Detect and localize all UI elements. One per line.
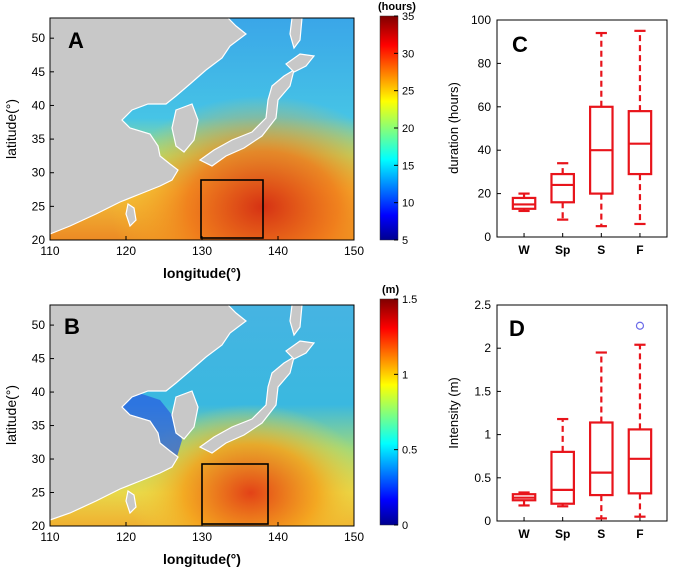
boxplot-d-xtick-label: Sp [555,527,570,541]
map-b-xtick-label: 120 [116,530,136,544]
map-b-ylabel: latitude(°) [3,385,19,445]
boxplot-c-xtick-label: W [518,243,530,257]
map-b-land-continent [49,304,247,521]
boxplot-c-xtick-label: F [636,243,643,257]
map-b-ytick-label: 30 [32,452,46,466]
boxplot-d-ytick-label: 2 [484,341,491,355]
colorbar-b-tick-label: 1.5 [402,294,417,306]
boxplot-d-ytick-label: 0.5 [474,471,491,485]
map-b-ytick-label: 40 [32,385,46,399]
map-a-ytick-label: 35 [32,132,46,146]
panel-a: 110 120 130 140 150 20 25 30 35 40 45 50 A longitud… [3,1,416,281]
boxplot-d-box [589,421,614,497]
colorbar-b-ticks: 0 0.5 1 1.5 [394,294,417,532]
colorbar-a-label: (hours) [378,1,416,13]
map-b-ytick-label: 35 [32,419,46,433]
colorbar-b-tick-label: 0.5 [402,445,417,457]
colorbar-a-tick-label: 15 [402,160,414,172]
map-b-ytick-label: 50 [32,318,46,332]
map-b-land-korea [171,390,199,440]
colorbar-a-ticks: 5 10 15 20 25 30 35 [394,11,414,247]
map-a-ytick-label: 20 [32,233,46,247]
map-a-xtick-label: 150 [344,244,364,258]
boxplot-d-xtick-label: F [636,527,643,541]
colorbar-b [379,298,399,526]
map-b-ytick-label: 45 [32,352,46,366]
map-a-land-hokkaido [285,53,316,73]
boxplot-d-box [550,450,575,505]
boxplot-c-frame [496,19,668,238]
boxplot-c-ytick-label: 40 [478,143,492,157]
boxplot-c-ytick-label: 100 [471,13,491,27]
map-b-ytick-label: 25 [32,486,46,500]
map-b-land-hokkaido [285,340,316,360]
boxplot-c-ytick-label: 0 [484,230,491,244]
map-a-land-taiwan [125,203,137,228]
map-a-xlabel: longitude(°) [163,265,241,281]
colorbar-b-label: (m) [382,284,399,296]
boxplot-d-ylabel: Intensity (m) [446,377,461,449]
map-a-land-korea [171,103,199,153]
colorbar-a-tick-label: 5 [402,235,408,247]
map-a-xtick-label: 110 [40,244,59,258]
boxplot-d-xtick-label: W [518,527,530,541]
colorbar-b-tick-label: 0 [402,520,408,532]
boxplot-d-ytick-label: 1 [484,428,491,442]
colorbar-a-tick-label: 30 [402,48,414,60]
boxplot-d-xtick-label: S [597,527,605,541]
map-a-ylabel: latitude(°) [3,99,19,159]
map-a-xtick-label: 140 [268,244,288,258]
panel-d: 0 0.5 1 1.5 2 2.5 W Sp S F D Intensity (m) [446,298,668,541]
boxplot-d-marks: 0 0.5 1 1.5 2 2.5 W Sp S F [474,298,653,541]
boxplot-c-box [550,172,575,204]
boxplot-d-ytick-label: 2.5 [474,298,491,312]
map-a-ytick-label: 45 [32,65,46,79]
map-a-ticks: 110 120 130 140 150 20 25 30 35 40 45 50 [32,31,365,258]
boxplot-d-frame [496,304,668,522]
map-b-box-region [201,463,269,525]
colorbar-a-tick-label: 20 [402,123,414,135]
map-a-ytick-label: 25 [32,199,46,213]
panel-b-label: B [64,314,80,339]
colorbar-a-tick-label: 25 [402,86,414,98]
boxplot-c-ytick-label: 60 [478,100,492,114]
map-b-xlabel: longitude(°) [163,551,241,567]
panel-d-label: D [509,316,525,341]
map-b-xtick-label: 130 [192,530,212,544]
boxplot-c-xtick-label: Sp [555,243,570,257]
map-a-ytick-label: 50 [32,31,46,45]
boxplot-c-ytick-label: 80 [478,56,492,70]
colorbar-a-tick-label: 10 [402,198,414,210]
panel-a-label: A [68,28,84,53]
map-b-xtick-label: 110 [40,530,59,544]
map-b-ytick-label: 20 [32,519,46,533]
map-b-land-taiwan [125,490,137,515]
map-a-box-region [200,179,264,239]
colorbar-b-tick-label: 1 [402,369,408,381]
boxplot-d-ytick-label: 1.5 [474,384,491,398]
boxplot-c-ylabel: duration (hours) [446,82,461,174]
boxplot-d-ytick-label: 0 [484,514,491,528]
colorbar-a-tick-label: 35 [402,11,414,23]
map-a-ytick-label: 30 [32,166,46,180]
map-b-xtick-label: 140 [268,530,288,544]
map-a-ytick-label: 40 [32,98,46,112]
map-b-xtick-label: 150 [344,530,364,544]
map-a-land-continent [49,17,247,235]
boxplot-c-marks: 0 20 40 60 80 100 W Sp S F [471,13,653,257]
panel-c: 0 20 40 60 80 100 W Sp S F C duration (hours) [446,13,668,257]
boxplot-d-box [627,428,653,495]
map-b-ticks: 110 120 130 140 150 20 25 30 35 40 45 50 [32,318,365,544]
panel-b: 110 120 130 140 150 20 25 30 35 40 45 50 B longitud… [3,284,417,567]
panel-c-label: C [512,32,528,57]
boxplot-c-ytick-label: 20 [478,187,492,201]
boxplot-d-outlier [635,321,645,330]
boxplot-c-xtick-label: S [597,243,605,257]
map-a-xtick-label: 130 [192,244,212,258]
map-a-xtick-label: 120 [116,244,136,258]
